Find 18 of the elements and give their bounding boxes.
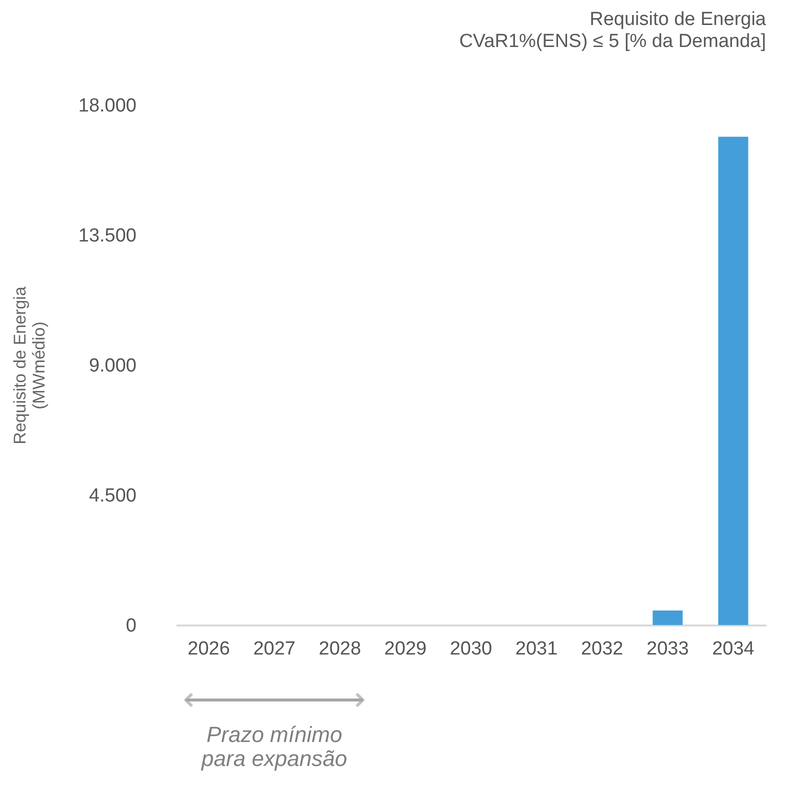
- chart-title: Requisito de Energia: [590, 9, 766, 30]
- x-tick-label: 2029: [384, 638, 427, 660]
- y-tick-label: 18.000: [78, 96, 136, 116]
- text: Prazo mínimo para expansão: [200, 722, 348, 771]
- y-tick-label: 0: [126, 616, 136, 636]
- chart-subtitle: CVaR1%(ENS) ≤ 5 [% da Demanda]: [459, 31, 766, 52]
- x-tick-label: 2027: [253, 638, 296, 660]
- y-axis-title: Requisito de Energia (MWmédio): [10, 286, 48, 444]
- x-tick-label: 2030: [450, 638, 492, 660]
- x-tick-label: 2034: [712, 638, 755, 660]
- y-tick-label: 13.500: [78, 226, 136, 246]
- x-tick-label: 2031: [515, 638, 558, 660]
- x-tick-label: 2026: [188, 638, 230, 660]
- x-tick-label: 2032: [580, 638, 624, 660]
- x-tick-label: 2033: [646, 638, 689, 660]
- y-tick-label: 9.000: [88, 356, 136, 376]
- y-tick-label: 4.500: [88, 486, 136, 506]
- x-tick-label: 2028: [318, 638, 362, 660]
